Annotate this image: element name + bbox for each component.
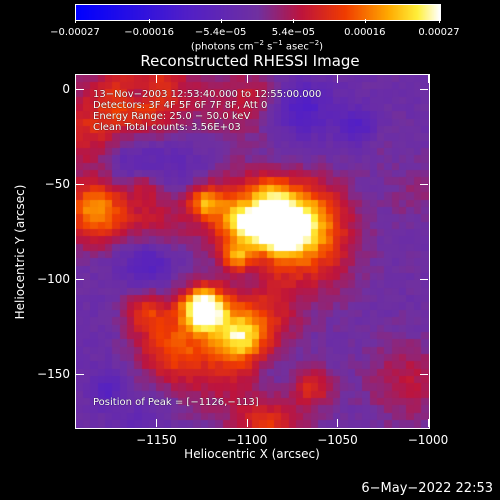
colorbar-tick-label: −0.00016	[124, 27, 175, 38]
footer-date: 6−May−2022 22:53	[361, 481, 493, 496]
x-tick-mark	[428, 75, 429, 83]
y-tick-label: −100	[37, 271, 70, 286]
clean-annotation: Clean Total counts: 3.56E+03	[93, 122, 241, 133]
y-tick-label: −150	[37, 366, 70, 381]
y-tick-mark	[76, 184, 84, 186]
colorbar-tick-mark	[75, 19, 76, 23]
y-tick-mark	[76, 89, 84, 91]
colorbar-tick-mark	[149, 19, 151, 23]
colorbar-tick-label: 0.00027	[418, 27, 460, 38]
colorbar-tick-mark	[364, 19, 366, 23]
colorbar-tick-label: 5.4e−05	[271, 27, 315, 38]
x-tick-mark	[156, 419, 158, 427]
colorbar-tick-label: −0.00027	[50, 27, 100, 38]
y-tick-mark	[420, 278, 428, 280]
x-tick-label: −1100	[226, 433, 268, 447]
y-tick-mark	[420, 184, 428, 186]
colorbar-tick-label: −5.4e−05	[194, 27, 247, 38]
x-tick-label: −1050	[317, 433, 358, 447]
detectors-annotation: Detectors: 3F 4F 5F 6F 7F 8F, Att 0	[93, 100, 268, 111]
x-tick-mark	[246, 75, 248, 83]
y-tick-mark	[420, 89, 428, 91]
peak-position-annotation: Position of Peak = [−1126,−113]	[93, 397, 259, 408]
x-tick-mark	[337, 419, 339, 427]
energy-range-annotation: Energy Range: 25.0 − 50.0 keV	[93, 111, 251, 122]
y-tick-label: −50	[44, 177, 70, 192]
x-tick-label: −1150	[136, 433, 177, 447]
colorbar-unit-label: (photons cm−2 s−1 asec−2)	[190, 39, 324, 53]
x-tick-mark	[246, 419, 248, 427]
x-tick-mark	[337, 75, 339, 83]
x-tick-label: −1000	[407, 433, 449, 447]
y-axis-label: Heliocentric Y (arcsec)	[13, 184, 27, 320]
image-plot-area[interactable]: 13−Nov−2003 12:53:40.000 to 12:55:00.000…	[75, 74, 430, 429]
x-tick-mark	[428, 419, 429, 427]
x-tick-mark	[156, 75, 158, 83]
time-range-annotation: 13−Nov−2003 12:53:40.000 to 12:55:00.000	[93, 89, 322, 100]
colorbar-tick-label: 0.00016	[344, 27, 386, 38]
x-axis-label: Heliocentric X (arcsec)	[184, 447, 320, 461]
heatmap-image	[76, 75, 429, 428]
colorbar-tick-mark	[220, 19, 222, 23]
colorbar-tick-mark	[293, 19, 295, 23]
y-tick-mark	[420, 373, 428, 375]
chart-title: Reconstructed RHESSI Image	[140, 52, 360, 70]
colorbar-tick-mark	[439, 19, 440, 23]
y-tick-mark	[76, 373, 84, 375]
y-tick-label: 0	[62, 82, 70, 97]
y-tick-mark	[76, 278, 84, 280]
colorbar	[75, 4, 441, 21]
